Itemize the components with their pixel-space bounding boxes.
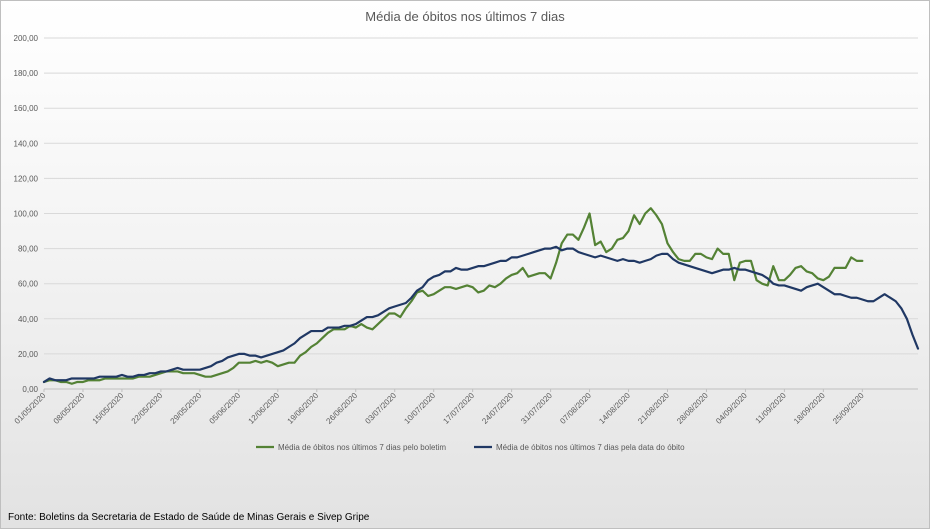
y-tick-label: 200,00: [14, 34, 39, 43]
x-tick-label: 21/08/2020: [636, 391, 671, 426]
x-tick-label: 11/09/2020: [754, 391, 789, 426]
legend-label: Média de óbitos nos últimos 7 dias pelo …: [278, 443, 446, 452]
x-tick-label: 05/06/2020: [208, 391, 243, 426]
y-tick-label: 40,00: [18, 315, 39, 324]
chart-title: Média de óbitos nos últimos 7 dias: [365, 9, 565, 24]
y-tick-label: 180,00: [14, 69, 39, 78]
x-tick-label: 10/07/2020: [402, 391, 437, 426]
x-tick-label: 12/06/2020: [247, 391, 282, 426]
x-tick-label: 14/08/2020: [597, 391, 632, 426]
gridlines: [44, 37, 918, 390]
x-tick-label: 22/05/2020: [130, 391, 165, 426]
legend-label: Média de óbitos nos últimos 7 dias pela …: [496, 443, 685, 452]
x-axis-ticks: 01/05/2020 08/05/2020 15/05/2020 22/05/2020…: [13, 389, 866, 426]
x-tick-label: 04/09/2020: [714, 391, 749, 426]
x-tick-label: 08/05/2020: [52, 391, 87, 426]
y-tick-label: 80,00: [18, 245, 39, 254]
series-line-data-obito: [42, 245, 920, 384]
legend: Média de óbitos nos últimos 7 dias pelo …: [256, 443, 685, 452]
y-axis-ticks: 0,00 20,00 40,00 60,00 80,00 100,00 120,00 140,…: [14, 34, 39, 394]
x-tick-label: 19/06/2020: [286, 391, 321, 426]
x-tick-label: 26/06/2020: [324, 391, 359, 426]
x-tick-label: 17/07/2020: [441, 391, 476, 426]
series-line-boletim: [42, 207, 864, 385]
y-tick-label: 160,00: [14, 104, 39, 113]
x-tick-label: 07/08/2020: [558, 391, 593, 426]
series-lines: [42, 207, 920, 385]
x-tick-label: 28/08/2020: [675, 391, 710, 426]
y-tick-label: 20,00: [18, 350, 39, 359]
x-tick-label: 25/09/2020: [831, 391, 866, 426]
x-tick-label: 18/09/2020: [792, 391, 827, 426]
x-tick-label: 31/07/2020: [519, 391, 554, 426]
y-tick-label: 100,00: [14, 210, 39, 219]
y-tick-label: 140,00: [14, 139, 39, 148]
source-note: Fonte: Boletins da Secretaria de Estado …: [8, 512, 370, 523]
y-tick-label: 120,00: [14, 174, 39, 183]
x-tick-label: 03/07/2020: [363, 391, 398, 426]
y-tick-label: 60,00: [18, 280, 39, 289]
y-tick-label: 0,00: [22, 385, 38, 394]
x-tick-label: 01/05/2020: [13, 391, 48, 426]
x-tick-label: 24/07/2020: [480, 391, 515, 426]
x-tick-label: 15/05/2020: [91, 391, 126, 426]
x-tick-label: 29/05/2020: [169, 391, 204, 426]
